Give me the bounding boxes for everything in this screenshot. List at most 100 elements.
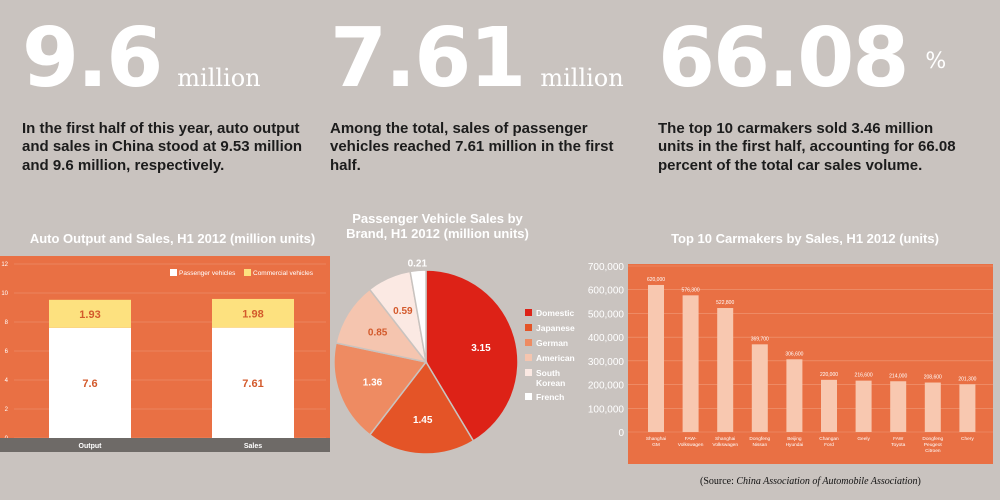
bar <box>682 295 699 432</box>
x-tick-label: Sales <box>244 443 262 450</box>
stat-description: The top 10 carmakers sold 3.46 million u… <box>658 120 956 174</box>
pie-slice <box>409 269 427 363</box>
stat-headline: 66.08% <box>658 18 968 100</box>
legend-swatch <box>525 369 532 376</box>
bar <box>648 284 664 432</box>
y-tick-label: 12 <box>1 262 8 268</box>
slice-label: 3.15 <box>471 343 491 354</box>
y-tick-label: 600,000 <box>588 286 625 297</box>
x-axis-band <box>0 438 330 452</box>
legend-swatch <box>525 324 532 331</box>
stat-number: 9.6 <box>22 11 163 106</box>
data-label: 620,000 <box>647 277 665 283</box>
bar-commercial <box>212 298 294 328</box>
legend-swatch <box>244 269 251 276</box>
source-prefix: (Source: <box>700 476 734 487</box>
bar <box>821 379 837 432</box>
bar <box>890 381 907 432</box>
stat-description: In the first half of this year, auto out… <box>22 120 303 174</box>
data-label: 1.98 <box>242 308 263 320</box>
legend-label: American <box>536 353 575 363</box>
legend-swatch <box>525 339 532 346</box>
y-tick-label: 10 <box>1 291 8 297</box>
y-tick-label: 100,000 <box>588 404 625 415</box>
x-tick-label: FAW <box>893 436 904 442</box>
data-label: 1.93 <box>79 309 100 321</box>
stat-description: Among the total, sales of passenger vehi… <box>330 120 614 174</box>
data-label: 7.6 <box>82 378 97 390</box>
data-label: 306,600 <box>785 351 803 357</box>
y-tick-label: 8 <box>5 320 9 326</box>
slice-label: 0.21 <box>408 258 428 269</box>
x-tick-label: Dongfeng <box>922 436 943 442</box>
y-tick-label: 2 <box>5 407 9 413</box>
legend-label: Commercial vehicles <box>253 270 314 277</box>
stat-unit: % <box>925 49 947 74</box>
stat-headline: 9.6 million <box>22 18 312 100</box>
y-tick-label: 400,000 <box>588 333 625 344</box>
x-tick-label: Toyota <box>891 442 905 448</box>
bar <box>959 384 976 432</box>
y-tick-label: 500,000 <box>588 309 625 320</box>
top10-carmakers-chart: 0 100,000 200,000 300,000 400,000 500,000 600,… <box>588 262 993 464</box>
bar <box>751 344 768 432</box>
stat-headline: 7.61 million <box>330 18 635 100</box>
chart1-panel: 0246810127.61.93Output7.611.98SalesPasse… <box>0 256 330 452</box>
x-tick-label: Dongfeng <box>749 436 770 442</box>
x-tick-label: GM <box>652 442 660 448</box>
legend-label: Passenger vehicles <box>179 270 236 277</box>
legend-swatch <box>170 269 177 276</box>
x-tick-label: Ford <box>824 442 834 448</box>
x-tick-label: Beijing <box>787 436 802 442</box>
stat-unit: million <box>540 64 624 92</box>
legend-label: German <box>536 338 568 348</box>
source-name: China Association of Automobile Associat… <box>736 476 918 487</box>
legend-label: South <box>536 368 560 378</box>
legend-label: Korean <box>536 378 565 388</box>
data-label: 576,300 <box>682 287 700 293</box>
x-tick-label: Output <box>79 443 103 450</box>
x-tick-label: Volkswagen <box>678 442 704 448</box>
bar-passenger <box>212 327 294 438</box>
data-label: 369,700 <box>751 336 769 342</box>
bar <box>855 380 872 432</box>
slice-label: 0.85 <box>368 328 388 339</box>
data-label: 214,000 <box>889 373 907 379</box>
y-tick-label: 300,000 <box>588 357 625 368</box>
x-tick-label: Geely <box>857 436 870 442</box>
data-label: 522,800 <box>716 300 734 306</box>
legend-swatch <box>525 354 532 361</box>
source-note: (Source: China Association of Automobile… <box>700 476 921 487</box>
legend-label: Japanese <box>536 323 575 333</box>
bar <box>786 359 803 432</box>
chart3-title: Top 10 Carmakers by Sales, H1 2012 (unit… <box>671 231 939 246</box>
bar-passenger <box>49 327 131 438</box>
data-label: 216,600 <box>855 373 873 379</box>
pie-slice <box>333 342 428 436</box>
x-tick-label: Citroen <box>925 448 941 454</box>
legend-swatch <box>525 309 532 316</box>
stat-number: 7.61 <box>330 11 526 106</box>
slice-label: 1.36 <box>363 378 383 389</box>
source-suffix: ) <box>917 476 921 487</box>
bar <box>924 382 941 432</box>
x-tick-label: Chery <box>961 436 974 442</box>
y-tick-label: 200,000 <box>588 381 625 392</box>
stat-unit: million <box>177 64 261 92</box>
data-label: 220,000 <box>820 372 838 378</box>
brand-pie-chart: 3.15 1.45 1.36 0.85 0.59 0.21 Domestic Japanese… <box>333 258 575 455</box>
data-label: 208,600 <box>924 375 942 381</box>
legend-label: Domestic <box>536 308 575 318</box>
x-tick-label: Peugeot <box>924 442 943 448</box>
stat-number: 66.08 <box>658 11 909 106</box>
data-label: 7.61 <box>242 378 263 390</box>
x-tick-label: Nissan <box>752 442 767 448</box>
stat-passenger-sales: 7.61 million Among the total, sales of pa… <box>330 18 635 175</box>
output-sales-chart: 0246810127.61.93Output7.611.98SalesPasse… <box>0 262 330 452</box>
x-tick-label: FAW- <box>685 436 697 442</box>
legend-swatch <box>525 393 532 400</box>
y-tick-label: 0 <box>618 428 624 439</box>
legend-label: French <box>536 392 564 402</box>
x-tick-label: Shanghai <box>646 436 666 442</box>
data-label: 201,300 <box>958 376 976 382</box>
